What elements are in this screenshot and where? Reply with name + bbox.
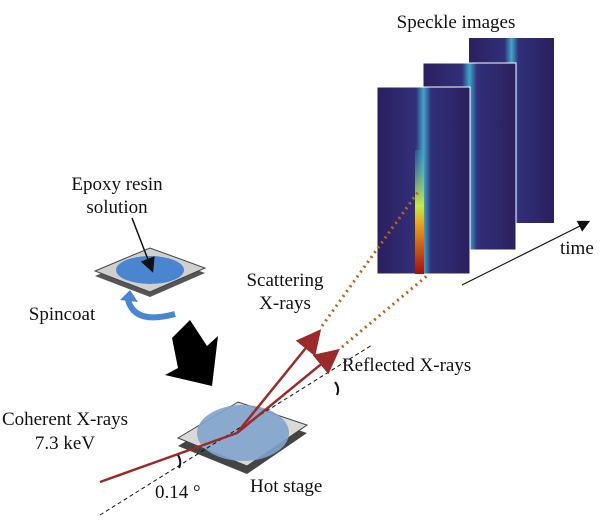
time-arrow	[461, 220, 591, 286]
spincoat-label: Spincoat	[29, 304, 96, 325]
epoxy-label: solution	[86, 197, 148, 218]
pointer-arrow	[131, 217, 155, 273]
stage-label: Hot stage	[250, 476, 322, 497]
angle-label: 0.14 °	[155, 482, 201, 503]
scattering-label: X-rays	[259, 293, 311, 314]
incident-label: Coherent X-rays	[2, 409, 128, 430]
angle-arc	[177, 454, 182, 469]
incident-label: 7.3 keV	[35, 433, 95, 454]
sample-film	[197, 405, 289, 461]
reflected-label: Reflected X-rays	[342, 355, 471, 376]
spin-arrow	[125, 298, 176, 321]
speckle-stack	[376, 38, 554, 275]
resin-drop	[116, 256, 184, 284]
reflected-path	[341, 273, 429, 349]
reflected-beam	[236, 348, 340, 434]
time-label: time	[560, 238, 594, 259]
speckle-streak	[415, 150, 424, 274]
scattering-label: Scattering	[246, 270, 324, 291]
spin-arrow-head	[120, 290, 138, 302]
process-arrow	[165, 320, 218, 386]
incident-beam	[99, 431, 238, 484]
speckle-title: Speckle images	[397, 12, 516, 33]
scattered-beam	[236, 329, 322, 434]
angle-arc	[334, 381, 340, 396]
epoxy-label: Epoxy resin	[71, 174, 163, 195]
